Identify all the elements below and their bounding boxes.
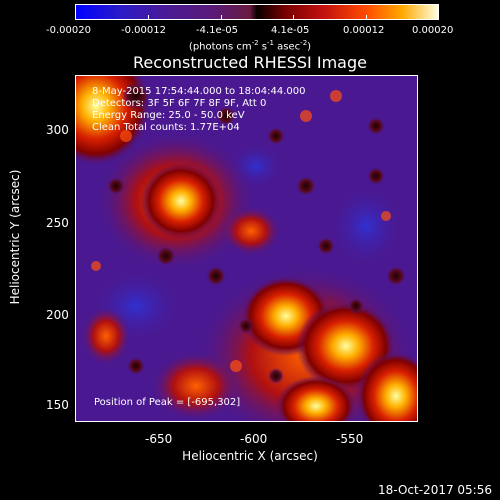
timestamp: 18-Oct-2017 05:56 — [378, 483, 492, 497]
x-axis-label: Heliocentric X (arcsec) — [182, 449, 318, 463]
plot-title: Reconstructed RHESSI Image — [133, 53, 367, 72]
detectors-annotation: Detectors: 3F 5F 6F 7F 8F 9F, Att 0 — [92, 98, 267, 109]
colorbar-tick-label: 0.00012 — [343, 25, 385, 36]
y-tick-label: 200 — [46, 308, 69, 322]
colorbar-tick — [148, 15, 149, 20]
colorbar-tick-label: 0.00020 — [412, 25, 454, 36]
rhessi-image: 8-May-2015 17:54:44.000 to 18:04:44.000 … — [75, 75, 418, 422]
energy-annotation: Energy Range: 25.0 - 50.0 keV — [92, 110, 245, 121]
colorbar — [75, 4, 439, 20]
y-tick-label: 300 — [46, 123, 69, 137]
colorbar-tick-label: 4.1e-05 — [271, 25, 310, 36]
clean-annotation: Clean Total counts: 1.77E+04 — [92, 122, 240, 133]
x-tick-label: -600 — [240, 432, 268, 446]
image-canvas — [76, 76, 417, 421]
x-tick-label: -550 — [336, 432, 364, 446]
colorbar-tick — [221, 15, 222, 20]
colorbar-units: (photons cm-2 s-1 asec-2) — [188, 39, 312, 53]
colorbar-tick — [293, 15, 294, 20]
colorbar-tick-label: -0.00020 — [46, 25, 91, 36]
time-range-annotation: 8-May-2015 17:54:44.000 to 18:04:44.000 — [92, 86, 306, 97]
colorbar-tick — [438, 15, 439, 20]
x-tick-label: -650 — [145, 432, 173, 446]
peak-position-annotation: Position of Peak = [-695,302] — [94, 397, 241, 408]
colorbar-tick-label: -4.1e-05 — [196, 25, 238, 36]
colorbar-tick — [75, 15, 76, 20]
y-tick-label: 250 — [46, 216, 69, 230]
colorbar-tick — [366, 15, 367, 20]
y-tick-label: 150 — [46, 398, 69, 412]
colorbar-tick-label: -0.00012 — [121, 25, 166, 36]
y-axis-label: Heliocentric Y (arcsec) — [8, 169, 22, 305]
